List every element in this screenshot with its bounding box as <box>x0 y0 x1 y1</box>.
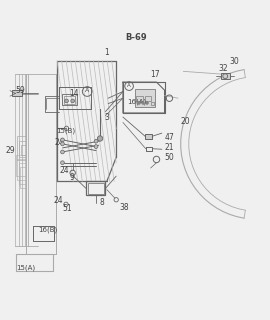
Text: 16(A): 16(A) <box>127 98 146 105</box>
Bar <box>136 96 143 101</box>
Circle shape <box>60 138 64 142</box>
Text: 15(B): 15(B) <box>57 127 76 134</box>
Text: 21: 21 <box>164 143 174 152</box>
Bar <box>151 102 154 105</box>
Text: 24: 24 <box>59 166 69 175</box>
Circle shape <box>65 99 68 103</box>
Text: 38: 38 <box>119 203 129 212</box>
Text: A: A <box>127 84 131 88</box>
Bar <box>145 96 151 101</box>
Text: 17: 17 <box>151 69 160 78</box>
Text: 16(B): 16(B) <box>38 227 57 233</box>
Text: 32: 32 <box>218 64 228 73</box>
Text: 50: 50 <box>164 153 174 162</box>
Text: 29: 29 <box>5 146 15 155</box>
Bar <box>64 96 75 104</box>
Text: 51: 51 <box>62 204 72 213</box>
Text: 59: 59 <box>15 86 25 95</box>
Bar <box>62 94 77 105</box>
Bar <box>12 90 22 96</box>
Text: 30: 30 <box>230 57 239 66</box>
Text: 24: 24 <box>55 138 64 147</box>
Circle shape <box>94 139 98 143</box>
Circle shape <box>142 102 144 104</box>
Circle shape <box>60 150 64 154</box>
Text: 24: 24 <box>53 196 63 205</box>
Bar <box>135 89 155 107</box>
Circle shape <box>71 99 75 103</box>
Circle shape <box>60 161 64 164</box>
Text: 9: 9 <box>70 173 75 182</box>
Text: 14: 14 <box>69 89 79 98</box>
Text: 8: 8 <box>100 198 104 207</box>
Bar <box>145 134 152 139</box>
Text: 3: 3 <box>104 113 109 122</box>
Text: 15(A): 15(A) <box>16 264 35 271</box>
Circle shape <box>138 102 140 104</box>
Bar <box>221 73 230 79</box>
Bar <box>86 181 106 196</box>
Text: 47: 47 <box>164 133 174 142</box>
Circle shape <box>97 136 103 141</box>
Text: B-69: B-69 <box>126 33 147 42</box>
Bar <box>88 183 104 194</box>
Text: A: A <box>85 88 89 93</box>
Text: 20: 20 <box>180 117 190 126</box>
Circle shape <box>146 102 148 104</box>
Circle shape <box>94 145 98 148</box>
Circle shape <box>60 142 64 146</box>
Text: 1: 1 <box>104 48 109 57</box>
